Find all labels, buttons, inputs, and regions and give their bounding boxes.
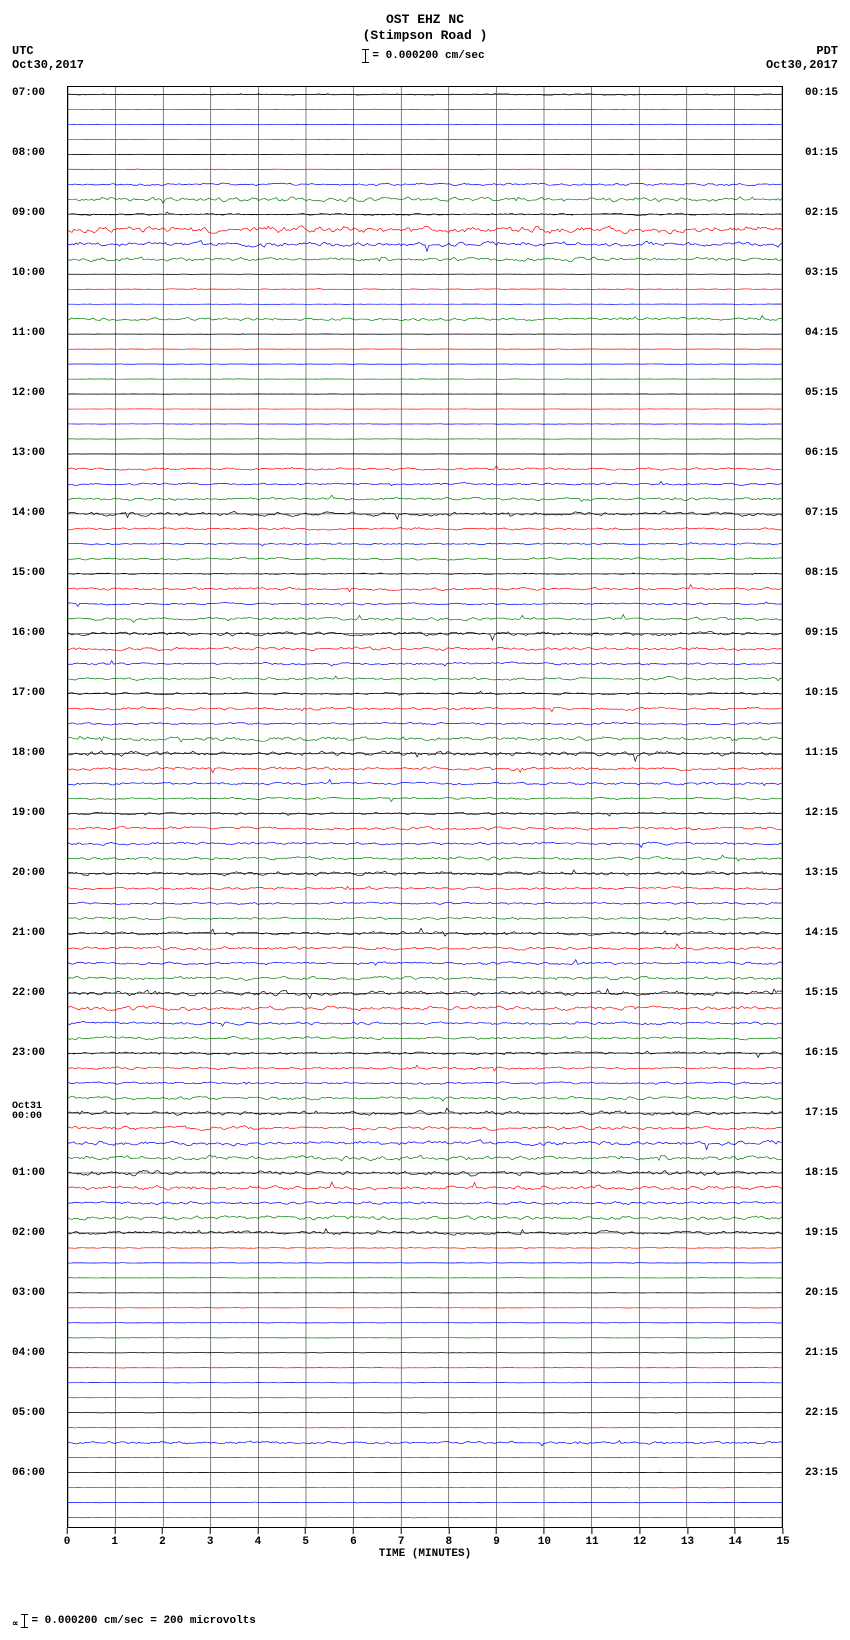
- right-time-label: 15:15: [805, 988, 838, 999]
- right-time-label: 17:15: [805, 1108, 838, 1119]
- x-tick: 9: [493, 1528, 500, 1548]
- x-tick: 8: [446, 1528, 453, 1548]
- x-axis-title: TIME (MINUTES): [67, 1548, 783, 1560]
- left-time-label: 07:00: [12, 88, 45, 99]
- right-time-label: 05:15: [805, 388, 838, 399]
- left-time-label: 06:00: [12, 1468, 45, 1479]
- right-time-label: 07:15: [805, 508, 838, 519]
- right-time-label: 22:15: [805, 1408, 838, 1419]
- right-time-label: 10:15: [805, 688, 838, 699]
- x-tick: 10: [538, 1528, 551, 1548]
- left-time-label: 17:00: [12, 688, 45, 699]
- x-tick: 0: [64, 1528, 71, 1548]
- helicorder-container: UTC Oct30,2017 OST EHZ NC (Stimpson Road…: [12, 12, 838, 1628]
- right-time-label: 04:15: [805, 328, 838, 339]
- x-tick: 13: [681, 1528, 694, 1548]
- left-time-label: 16:00: [12, 628, 45, 639]
- left-time-label: 01:00: [12, 1168, 45, 1179]
- location-title: (Stimpson Road ): [12, 28, 838, 44]
- right-time-label: 12:15: [805, 808, 838, 819]
- right-time-label: 16:15: [805, 1048, 838, 1059]
- x-tick: 2: [159, 1528, 166, 1548]
- left-time-label: 11:00: [12, 328, 45, 339]
- tz-right: PDT Oct30,2017: [766, 44, 838, 72]
- right-time-label: 13:15: [805, 868, 838, 879]
- header: UTC Oct30,2017 OST EHZ NC (Stimpson Road…: [12, 12, 838, 82]
- helicorder-plot: [67, 86, 783, 1528]
- left-time-label: 19:00: [12, 808, 45, 819]
- tz-right-label: PDT: [766, 44, 838, 58]
- x-tick: 12: [633, 1528, 646, 1548]
- left-time-label: 02:00: [12, 1228, 45, 1239]
- x-tick: 3: [207, 1528, 214, 1548]
- plot-area: 07:00 08:00 09:00 10:00 11:00 12:00 13:00 14:00…: [12, 86, 838, 1528]
- footer: ∝ = 0.000200 cm/sec = 200 microvolts: [12, 1614, 838, 1628]
- left-time-label: 10:00: [12, 268, 45, 279]
- x-tick: 14: [729, 1528, 742, 1548]
- right-time-label: 20:15: [805, 1288, 838, 1299]
- right-time-label: 23:15: [805, 1468, 838, 1479]
- right-time-label: 03:15: [805, 268, 838, 279]
- x-tick: 11: [585, 1528, 598, 1548]
- right-time-labels: 00:15 01:15 02:15 03:15 04:15 05:15 06:15 07:15…: [783, 86, 838, 1528]
- left-time-label: 12:00: [12, 388, 45, 399]
- left-time-label: 15:00: [12, 568, 45, 579]
- left-time-label: 14:00: [12, 508, 45, 519]
- right-time-label: 19:15: [805, 1228, 838, 1239]
- scale-bar-icon: [365, 49, 366, 63]
- left-time-label: 18:00: [12, 748, 45, 759]
- right-time-label: 11:15: [805, 748, 838, 759]
- left-time-label: 13:00: [12, 448, 45, 459]
- left-time-label: 05:00: [12, 1408, 45, 1419]
- left-time-label: 23:00: [12, 1048, 45, 1059]
- x-axis: TIME (MINUTES) 0123456789101112131415: [67, 1528, 783, 1564]
- title-block: OST EHZ NC (Stimpson Road ) = 0.000200 c…: [12, 12, 838, 63]
- x-tick: 4: [255, 1528, 262, 1548]
- scale-text: = 0.000200 cm/sec: [372, 50, 484, 63]
- right-time-label: 18:15: [805, 1168, 838, 1179]
- footer-scale-bar-icon: [24, 1614, 25, 1628]
- footer-text: = 0.000200 cm/sec = 200 microvolts: [31, 1615, 255, 1627]
- left-time-label: 08:00: [12, 148, 45, 159]
- right-time-label: 08:15: [805, 568, 838, 579]
- tz-left: UTC Oct30,2017: [12, 44, 84, 72]
- right-time-label: 09:15: [805, 628, 838, 639]
- left-time-label: Oct3100:00: [12, 1102, 42, 1122]
- left-time-label: 03:00: [12, 1288, 45, 1299]
- left-time-label: 22:00: [12, 988, 45, 999]
- x-tick: 5: [302, 1528, 309, 1548]
- tz-left-date: Oct30,2017: [12, 58, 84, 72]
- x-tick: 15: [776, 1528, 789, 1548]
- right-time-label: 00:15: [805, 88, 838, 99]
- left-time-label: 04:00: [12, 1348, 45, 1359]
- tz-left-label: UTC: [12, 44, 84, 58]
- trace-svg: [68, 87, 782, 1527]
- left-time-label: 20:00: [12, 868, 45, 879]
- right-time-label: 02:15: [805, 208, 838, 219]
- left-time-label: 09:00: [12, 208, 45, 219]
- x-tick: 1: [111, 1528, 118, 1548]
- station-title: OST EHZ NC: [12, 12, 838, 28]
- x-tick: 7: [398, 1528, 405, 1548]
- scale-line: = 0.000200 cm/sec: [12, 49, 838, 63]
- right-time-label: 21:15: [805, 1348, 838, 1359]
- left-time-labels: 07:00 08:00 09:00 10:00 11:00 12:00 13:00 14:00…: [12, 86, 67, 1528]
- right-time-label: 14:15: [805, 928, 838, 939]
- left-time-label: 21:00: [12, 928, 45, 939]
- footer-prefix: ∝: [12, 1619, 18, 1629]
- right-time-label: 01:15: [805, 148, 838, 159]
- x-tick: 6: [350, 1528, 357, 1548]
- right-time-label: 06:15: [805, 448, 838, 459]
- tz-right-date: Oct30,2017: [766, 58, 838, 72]
